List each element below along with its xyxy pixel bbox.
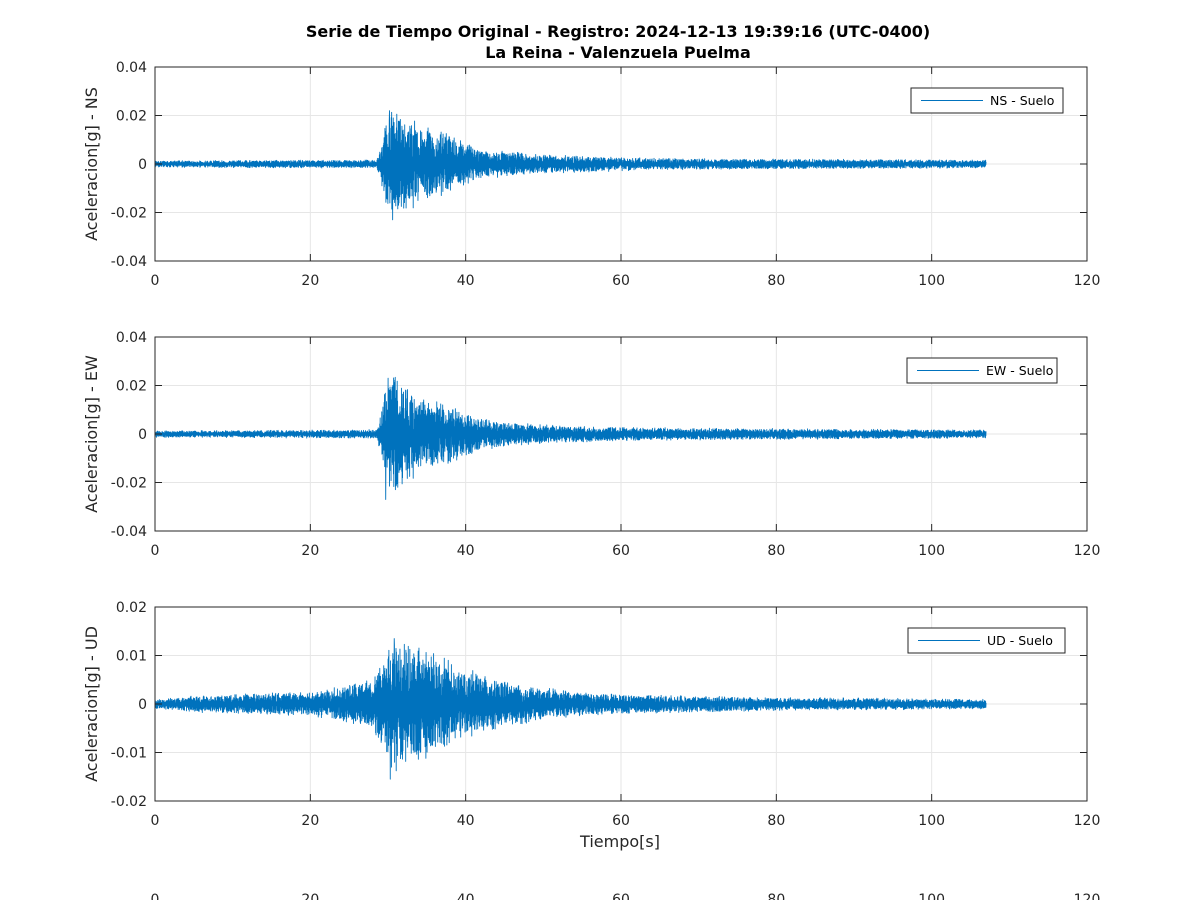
clipped-x-tick-label: 60 [612, 892, 630, 900]
clipped-x-tick-label: 20 [301, 892, 319, 900]
x-tick-label: 0 [151, 273, 160, 289]
x-tick-label: 60 [612, 813, 630, 829]
y-tick-label: -0.02 [111, 476, 147, 492]
x-tick-label: 20 [301, 813, 319, 829]
y-tick-label: -0.01 [111, 746, 147, 762]
legend-box [906, 357, 1058, 384]
ew-subplot: 0 20 40 60 80 100 120 -0.04 -0.02 0 0.02 0.04 Aceler… [82, 330, 1100, 559]
x-tick-label: 100 [918, 813, 945, 829]
clipped-x-tick-label: 100 [918, 892, 945, 900]
x-tick-label: 40 [457, 813, 475, 829]
x-tick-label: 0 [151, 543, 160, 559]
y-tick-label: 0.04 [116, 330, 147, 346]
legend-label: NS - Suelo [990, 93, 1054, 108]
y-tick-label: -0.02 [111, 206, 147, 222]
y-tick-label: 0.02 [116, 379, 147, 395]
y-tick-label: -0.04 [111, 254, 147, 270]
legend-label: EW - Suelo [986, 363, 1053, 378]
figure-title-line2: La Reina - Valenzuela Puelma [485, 43, 751, 62]
x-tick-label: 40 [457, 543, 475, 559]
ns-subplot: 0 20 40 60 80 100 120 -0.04 -0.02 0 0.02 0.04 Aceler… [82, 60, 1100, 289]
y-tick-label: 0.01 [116, 649, 147, 665]
legend-label: UD - Suelo [987, 633, 1053, 648]
x-tick-label: 20 [301, 273, 319, 289]
x-tick-label: 80 [767, 813, 785, 829]
y-tick-label: 0.04 [116, 60, 147, 76]
x-tick-label: 80 [767, 543, 785, 559]
y-tick-label: 0 [138, 427, 147, 443]
y-axis-label: Aceleracion[g] - EW [82, 355, 101, 513]
x-tick-label: 20 [301, 543, 319, 559]
x-tick-label: 0 [151, 813, 160, 829]
clipped-x-tick-label: 80 [767, 892, 785, 900]
y-axis-label: Aceleracion[g] - UD [82, 626, 101, 782]
y-tick-label: 0.02 [116, 109, 147, 125]
signal-trace-ns [154, 110, 987, 221]
signal-trace-ew [154, 376, 987, 500]
y-axis-label: Aceleracion[g] - NS [82, 87, 101, 241]
legend-box [907, 627, 1066, 654]
x-tick-label: 60 [612, 273, 630, 289]
y-tick-label: -0.04 [111, 524, 147, 540]
x-tick-label: 60 [612, 543, 630, 559]
ud-subplot: 0 20 40 60 80 100 120 -0.02 -0.01 0 0.01 0.02 Aceler… [82, 600, 1100, 829]
x-axis-label: Tiempo[s] [579, 832, 660, 851]
x-tick-label: 120 [1074, 273, 1101, 289]
x-tick-label: 120 [1074, 813, 1101, 829]
x-tick-label: 120 [1074, 543, 1101, 559]
x-tick-label: 80 [767, 273, 785, 289]
x-tick-label: 100 [918, 543, 945, 559]
clipped-x-tick-label: 40 [457, 892, 475, 900]
x-tick-label: 40 [457, 273, 475, 289]
y-tick-label: -0.02 [111, 794, 147, 810]
figure-title-line1: Serie de Tiempo Original - Registro: 202… [306, 22, 930, 41]
clipped-x-tick-label: 0 [151, 892, 160, 900]
y-tick-label: 0 [138, 157, 147, 173]
clipped-x-axis-labels: 0 20 40 60 80 100 120 [151, 892, 1101, 900]
clipped-x-tick-label: 120 [1074, 892, 1101, 900]
y-tick-label: 0.02 [116, 600, 147, 616]
x-tick-label: 100 [918, 273, 945, 289]
signal-trace-ud [154, 638, 987, 780]
y-tick-label: 0 [138, 697, 147, 713]
